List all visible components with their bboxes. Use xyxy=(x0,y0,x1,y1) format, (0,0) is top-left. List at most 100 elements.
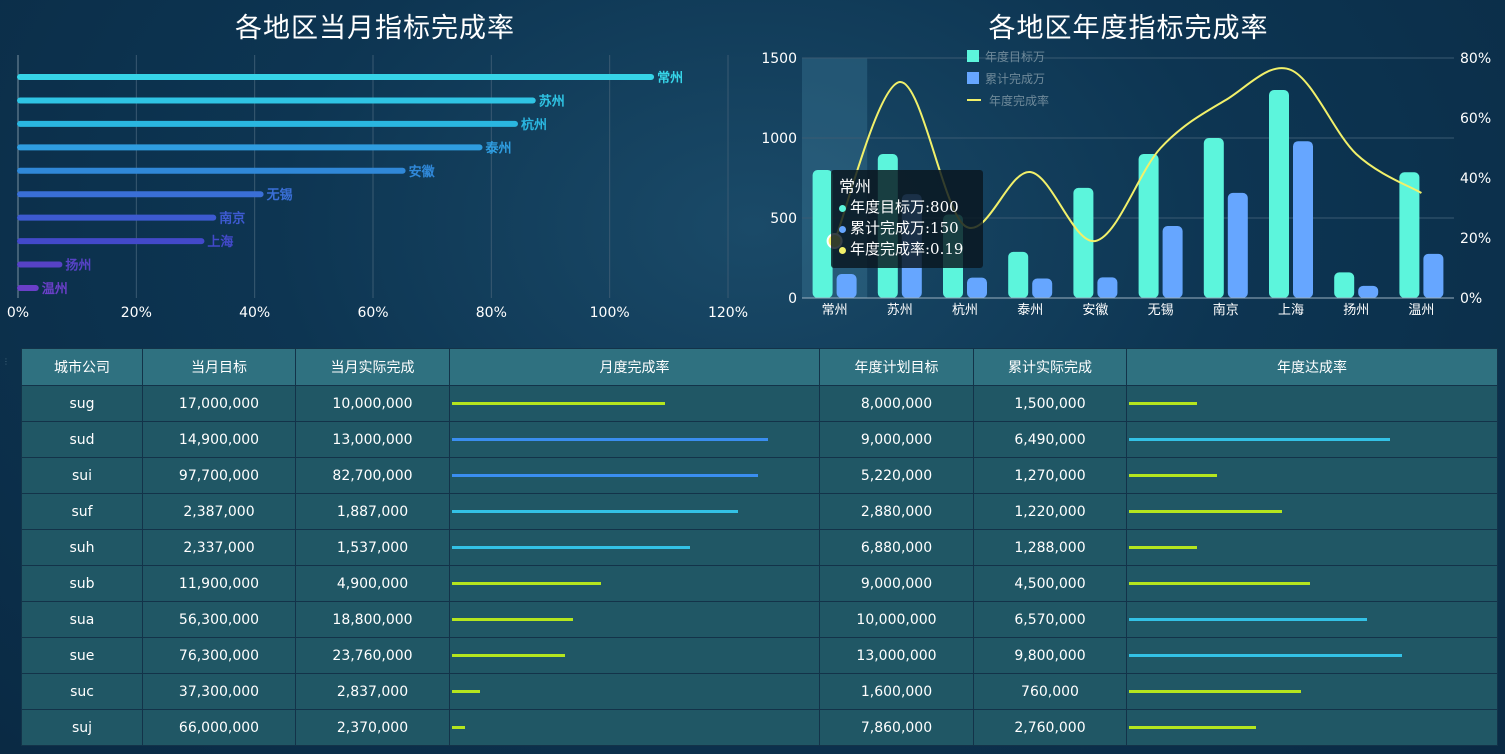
year-actual-cell: 1,500,000 xyxy=(973,385,1127,422)
header-month-rate[interactable]: 月度完成率 xyxy=(449,348,820,386)
legend-swatch xyxy=(967,72,979,84)
bar-actual xyxy=(1423,253,1444,298)
year-rate-bar xyxy=(1129,582,1310,585)
year-rate-cell xyxy=(1126,601,1498,638)
month-rate-cell xyxy=(449,385,820,422)
x-tick-label: 温州 xyxy=(1408,303,1434,318)
month-actual-cell: 82,700,000 xyxy=(295,457,450,494)
bar-category-label: 无锡 xyxy=(266,187,293,203)
rate-line xyxy=(833,67,1422,243)
year-rate-cell xyxy=(1126,421,1498,458)
header-month-target[interactable]: 当月目标 xyxy=(142,348,296,386)
year-rate-cell xyxy=(1126,637,1498,674)
year-rate-cell xyxy=(1126,493,1498,530)
y-tick-label: 500 xyxy=(770,211,797,227)
bar-target xyxy=(1008,251,1029,298)
y2-tick-label: 80% xyxy=(1460,51,1491,67)
month-actual-cell: 23,760,000 xyxy=(295,637,450,674)
table-row[interactable]: sui 97,700,000 82,700,000 5,220,000 1,270,00… xyxy=(21,457,1498,494)
year-target-cell: 1,600,000 xyxy=(819,673,974,710)
y2-tick-label: 20% xyxy=(1460,231,1491,247)
header-year-target[interactable]: 年度计划目标 xyxy=(819,348,974,386)
year-rate-cell xyxy=(1126,565,1498,602)
company-cell: suj xyxy=(21,709,143,746)
table-row[interactable]: suj 66,000,000 2,370,000 7,860,000 2,760,000 xyxy=(21,709,1498,746)
month-rate-cell xyxy=(449,673,820,710)
year-rate-cell xyxy=(1126,673,1498,710)
x-tick-label: 40% xyxy=(239,305,270,321)
year-rate-bar xyxy=(1129,618,1367,621)
bar-actual xyxy=(1097,277,1118,298)
year-target-cell: 13,000,000 xyxy=(819,637,974,674)
year-actual-cell: 6,570,000 xyxy=(973,601,1127,638)
year-actual-cell: 1,288,000 xyxy=(973,529,1127,566)
y2-tick-label: 0% xyxy=(1460,291,1482,307)
table-row[interactable]: sub 11,900,000 4,900,000 9,000,000 4,500,000 xyxy=(21,565,1498,602)
header-year-actual[interactable]: 累计实际完成 xyxy=(973,348,1127,386)
annual-chart-title: 各地区年度指标完成率 xyxy=(988,13,1269,44)
x-tick-label: 无锡 xyxy=(1148,303,1174,318)
company-cell: sug xyxy=(21,385,143,422)
resize-handle-icon[interactable]: ⋮ xyxy=(2,357,10,366)
year-actual-cell: 6,490,000 xyxy=(973,421,1127,458)
table-row[interactable]: suh 2,337,000 1,537,000 6,880,000 1,288,000 xyxy=(21,529,1498,566)
legend-label: 年度目标万 xyxy=(985,49,1045,64)
bar-category-label: 南京 xyxy=(219,211,245,227)
bar-category-label: 扬州 xyxy=(65,258,91,274)
bar-category-label: 温州 xyxy=(42,282,68,297)
y2-tick-label: 60% xyxy=(1460,111,1491,127)
year-actual-cell: 1,220,000 xyxy=(973,493,1127,530)
year-rate-bar xyxy=(1129,654,1402,657)
month-rate-bar xyxy=(452,618,573,621)
month-rate-cell xyxy=(449,457,820,494)
monthly-chart-title: 各地区当月指标完成率 xyxy=(235,13,515,44)
bar-actual xyxy=(1358,285,1379,298)
legend-label: 累计完成万 xyxy=(985,71,1045,86)
bar-category-label: 常州 xyxy=(657,70,683,86)
year-rate-cell xyxy=(1126,457,1498,494)
legend-label: 年度完成率 xyxy=(989,93,1049,108)
legend-dot-icon xyxy=(839,225,846,233)
bar-category-label: 安徽 xyxy=(409,164,436,180)
header-company[interactable]: 城市公司 xyxy=(21,348,143,386)
x-tick-label: 60% xyxy=(357,305,388,321)
table-row[interactable]: sua 56,300,000 18,800,000 10,000,000 6,570,0… xyxy=(21,601,1498,638)
year-rate-bar xyxy=(1129,402,1197,405)
month-rate-cell xyxy=(449,421,820,458)
header-year-rate[interactable]: 年度达成率 xyxy=(1126,348,1498,386)
table-row[interactable]: sug 17,000,000 10,000,000 8,000,000 1,500,00… xyxy=(21,385,1498,422)
tooltip-row-label: 年度完成率:0.19 xyxy=(850,240,964,258)
bar-category-label: 上海 xyxy=(207,234,233,250)
year-actual-cell: 760,000 xyxy=(973,673,1127,710)
city-metrics-table: 城市公司 当月目标 当月实际完成 月度完成率 年度计划目标 累计实际完成 年度达… xyxy=(21,348,1498,749)
bar-actual xyxy=(1227,192,1248,298)
table-row[interactable]: sud 14,900,000 13,000,000 9,000,000 6,490,00… xyxy=(21,421,1498,458)
x-tick-label: 20% xyxy=(121,305,152,321)
bar-actual xyxy=(967,277,987,298)
x-tick-label: 南京 xyxy=(1213,302,1239,318)
table-row[interactable]: suf 2,387,000 1,887,000 2,880,000 1,220,000 xyxy=(21,493,1498,530)
year-actual-cell: 4,500,000 xyxy=(973,565,1127,602)
tooltip-row-rate: 年度完成率:0.19 xyxy=(839,239,975,260)
month-rate-bar xyxy=(452,654,565,657)
bar-target xyxy=(1334,272,1355,298)
month-rate-bar xyxy=(452,582,602,585)
month-target-cell: 97,700,000 xyxy=(142,457,296,494)
table-row[interactable]: suc 37,300,000 2,837,000 1,600,000 760,000 xyxy=(21,673,1498,710)
month-target-cell: 76,300,000 xyxy=(142,637,296,674)
x-tick-label: 苏州 xyxy=(887,302,913,318)
year-rate-bar xyxy=(1129,546,1197,549)
table-row[interactable]: sue 76,300,000 23,760,000 13,000,000 9,800,0… xyxy=(21,637,1498,674)
header-month-actual[interactable]: 当月实际完成 xyxy=(295,348,450,386)
y-tick-label: 1000 xyxy=(761,131,797,147)
month-rate-cell xyxy=(449,637,820,674)
company-cell: suh xyxy=(21,529,143,566)
x-tick-label: 上海 xyxy=(1278,303,1304,318)
year-actual-cell: 2,760,000 xyxy=(973,709,1127,746)
month-actual-cell: 10,000,000 xyxy=(295,385,450,422)
month-target-cell: 66,000,000 xyxy=(142,709,296,746)
year-target-cell: 2,880,000 xyxy=(819,493,974,530)
year-rate-bar xyxy=(1129,690,1301,693)
tooltip-title: 常州 xyxy=(839,177,872,196)
company-cell: sui xyxy=(21,457,143,494)
